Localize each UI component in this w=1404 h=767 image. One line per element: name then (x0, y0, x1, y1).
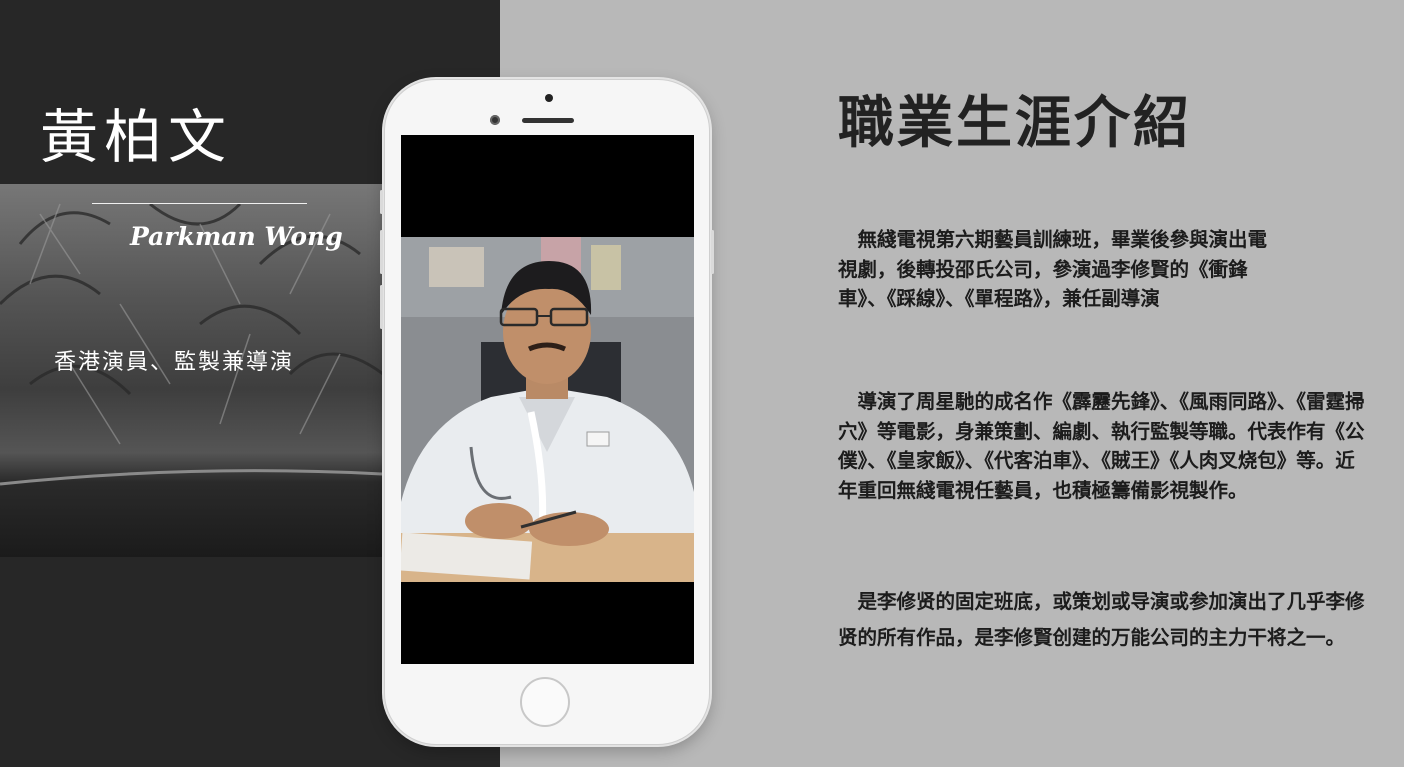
divider-line (92, 203, 307, 204)
career-heading: 職業生涯介紹 (838, 90, 1192, 156)
phone-sensor-dot (545, 94, 553, 102)
doctor-portrait-image (401, 237, 694, 582)
phone-side-button (380, 190, 383, 214)
english-name: Parkman Wong (130, 222, 343, 251)
phone-volume-down-button (380, 285, 383, 329)
career-paragraph-3: 是李修贤的固定班底，或策划或导演或参加演出了几乎李修贤的所有作品，是李修賢创建的… (838, 590, 1365, 649)
role-subtitle: 香港演員、監製兼導演 (54, 350, 295, 375)
phone-volume-up-button (380, 230, 383, 274)
chinese-name-title: 黃柏文 (40, 103, 233, 171)
phone-power-button (711, 230, 714, 274)
earpiece-speaker (522, 118, 574, 123)
video-frame-doctor-portrait[interactable] (401, 237, 694, 582)
jungle-background-photo: Parkman Wong 香港演員、監製兼導演 (0, 184, 383, 557)
phone-screen[interactable] (401, 135, 694, 664)
career-paragraph-2: 導演了周星馳的成名作《霹靂先鋒》、《風雨同路》、《雷霆掃穴》等電影，身兼策劃、編… (838, 390, 1365, 502)
front-camera-icon (490, 115, 500, 125)
career-paragraph-1: 無綫電視第六期藝員訓練班，畢業後參與演出電視劇，後轉投邵氏公司，參演過李修賢的《… (838, 228, 1268, 310)
home-button[interactable] (520, 677, 570, 727)
phone-mockup (380, 79, 714, 745)
palm-silhouette-graphic (0, 202, 383, 486)
